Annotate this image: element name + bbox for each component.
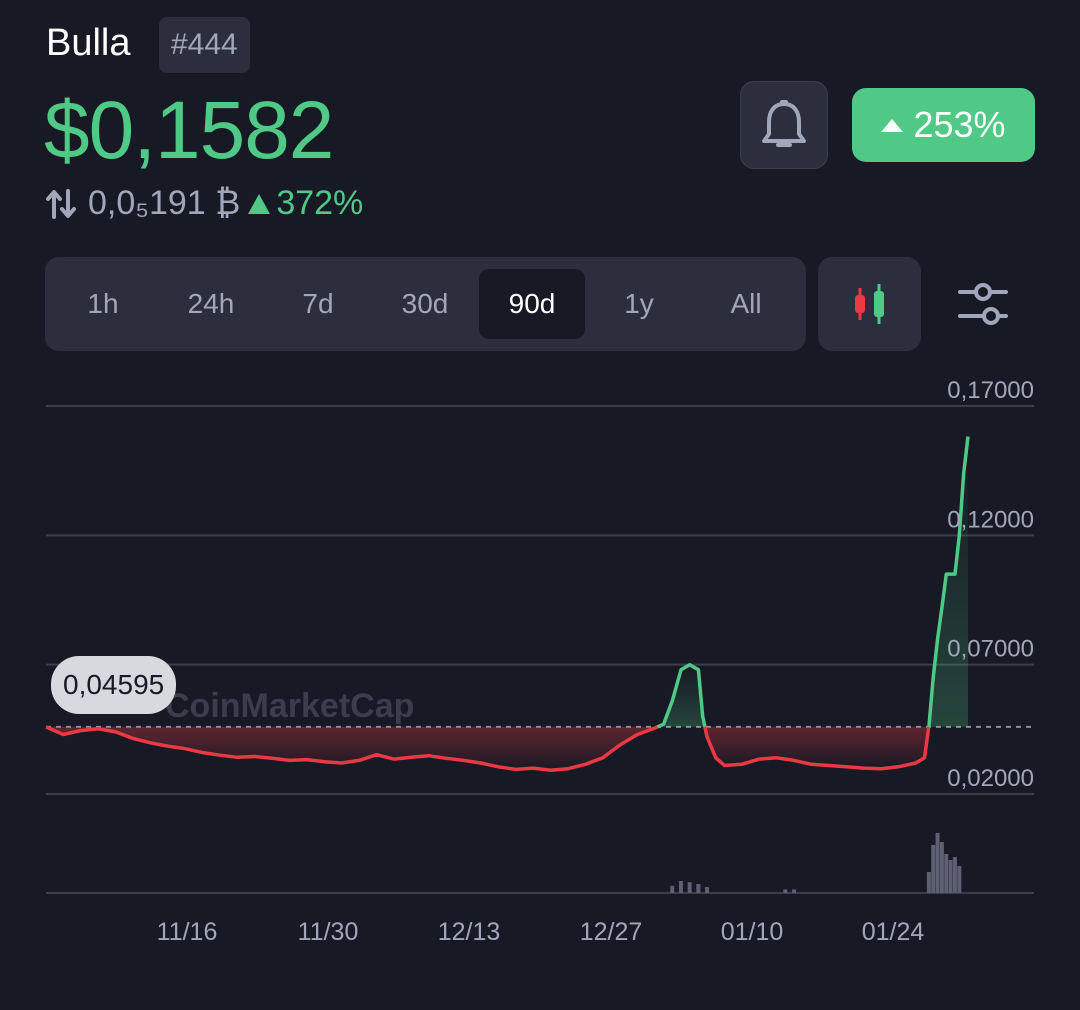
price-line-down [703,726,931,771]
volume-bar [952,857,957,893]
volume-bar [926,872,931,893]
volume-bar [783,889,788,893]
change-badge: 253% [852,88,1035,162]
sliders-icon[interactable] [950,278,1016,330]
x-tick-label: 11/16 [157,918,218,946]
tab-1h[interactable]: 1h [87,288,119,319]
triangle-up-icon [248,193,271,214]
volume-bar [696,884,701,893]
rank-badge: #444 [159,17,250,73]
x-tick-label: 01/24 [862,918,925,946]
triangle-up-icon [881,118,904,132]
btc-change-value: 372% [276,184,364,222]
btc-price: 0,0₅191 ₿ [88,184,241,222]
tab-all[interactable]: All [730,288,762,319]
x-tick-label: 01/10 [721,918,784,946]
candlestick-toggle[interactable] [818,257,921,351]
change-value: 253% [913,104,1006,145]
tab-24h[interactable]: 24h [187,288,235,319]
volume-bar [948,860,953,893]
x-tick-label: 12/13 [438,918,501,946]
area-below [46,726,658,771]
x-tick-label: 11/30 [298,918,359,946]
volume-bar [670,885,675,893]
area-above [928,436,968,727]
coin-name: Bulla [46,22,131,64]
watermark: CoinMarketCap [165,687,414,725]
tab-7d[interactable]: 7d [302,288,334,319]
candlestick-icon [854,284,884,324]
volume-bar [944,854,949,893]
alert-button[interactable] [740,81,828,169]
x-tick-label: 12/27 [580,918,643,946]
bell-icon [762,100,806,147]
swap-arrows-icon [46,188,76,219]
price: $0,1582 [44,85,334,176]
y-tick-label: 0,07000 [947,636,1034,663]
price-line-up [927,436,970,729]
tab-90d[interactable]: 90d [479,269,585,339]
area-below [704,726,929,769]
tab-30d[interactable]: 30d [401,288,449,319]
volume-bar [792,889,797,893]
y-tick-label: 0,02000 [947,765,1034,792]
tab-1y[interactable]: 1y [624,288,654,319]
btc-change: 372% [248,184,363,223]
y-tick-label: 0,17000 [947,377,1034,404]
volume-bar [931,845,936,893]
y-tick-label: 0,12000 [947,506,1034,533]
volume-bar [939,842,944,893]
price-line-up [656,662,707,729]
volume-bar [935,833,940,893]
price-chart[interactable]: CoinMarketCap 0,17000 0,12000 0,07000 0,020… [0,370,1080,1010]
volume-bar [957,866,962,893]
btc-price-row: 0,0₅191 ₿ 372% [46,184,363,223]
volume-bar [687,882,692,893]
volume-bar [678,881,683,893]
current-price-label: 0,04595 [51,656,177,714]
price-line-down [45,725,659,772]
volume-bar [705,887,710,893]
range-selector: 1h 24h 7d 30d 90d 1y All [45,257,806,351]
